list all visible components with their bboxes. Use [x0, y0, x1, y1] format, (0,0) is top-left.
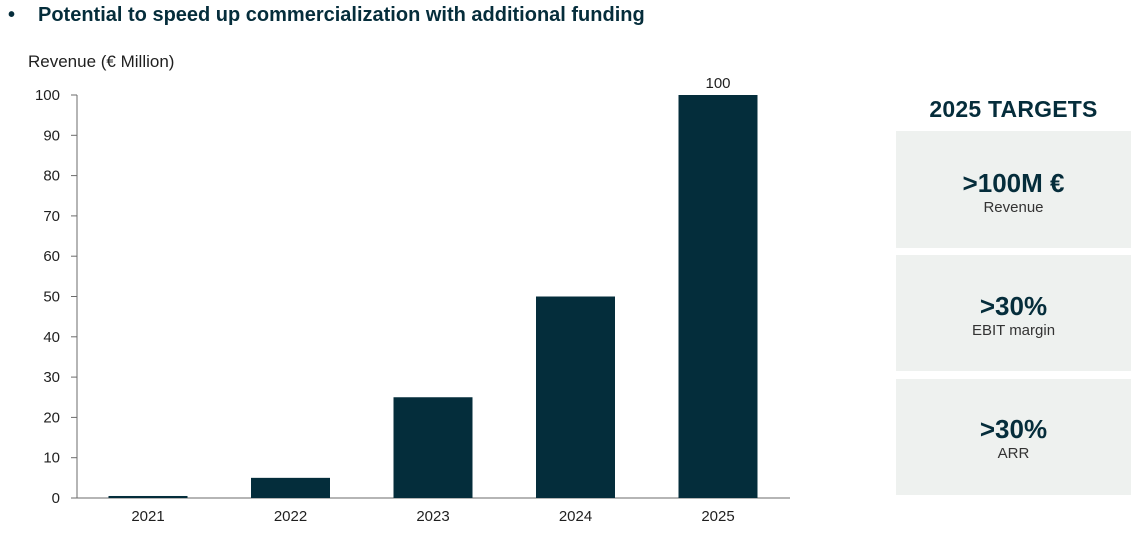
x-tick-label: 2023 [416, 508, 449, 525]
y-tick-label: 20 [43, 409, 60, 426]
bullet-point: • [8, 4, 16, 26]
y-tick-label: 70 [43, 208, 60, 225]
chart-bars [108, 95, 758, 498]
y-axis-label: Revenue (€ Million) [28, 52, 174, 71]
x-tick-label: 2021 [131, 508, 164, 525]
y-tick-label: 100 [35, 87, 60, 104]
heading-text: Potential to speed up commercialization … [38, 4, 645, 26]
y-tick-label: 50 [43, 289, 60, 306]
target-value: >30% [979, 291, 1048, 321]
target-value: >100M € [962, 168, 1065, 198]
target-card-revenue: >100M € Revenue [896, 131, 1131, 248]
y-tick-label: 90 [43, 127, 60, 144]
revenue-bar-chart: Revenue (€ Million) 2021 2022 2023 2024 2025… [28, 52, 790, 525]
y-tick-label: 0 [52, 490, 60, 507]
x-tick-label: 2022 [274, 508, 307, 525]
bar-2024 [536, 296, 615, 498]
bar-2025 [678, 95, 758, 498]
y-tick-label: 40 [43, 329, 60, 346]
target-value: >30% [979, 414, 1048, 444]
target-label: EBIT margin [971, 322, 1056, 339]
y-tick-label: 60 [43, 248, 60, 265]
x-tick-label: 2024 [559, 508, 592, 525]
target-card-ebit-margin: >30% EBIT margin [896, 255, 1131, 371]
bar-2021 [108, 495, 188, 498]
x-tick-labels: 2021 2022 2023 2024 2025 [131, 508, 734, 525]
slide-heading: • Potential to speed up commercialization… [8, 4, 645, 27]
x-tick-label: 2025 [701, 508, 734, 525]
y-tick-label: 10 [43, 450, 60, 467]
target-card-arr: >30% ARR [896, 379, 1131, 495]
targets-title: 2025 TARGETS [929, 96, 1098, 122]
data-label: 100 [705, 75, 730, 92]
y-tick-label: 30 [43, 369, 60, 386]
y-tick-label: 80 [43, 168, 60, 185]
bar-2023 [393, 397, 473, 498]
target-label: Revenue [983, 199, 1044, 216]
data-labels: 100 [705, 75, 730, 92]
target-label: ARR [997, 445, 1030, 462]
y-tick-labels: 0 10 20 30 40 50 60 70 80 90 100 [35, 87, 77, 507]
bar-2022 [251, 477, 330, 498]
